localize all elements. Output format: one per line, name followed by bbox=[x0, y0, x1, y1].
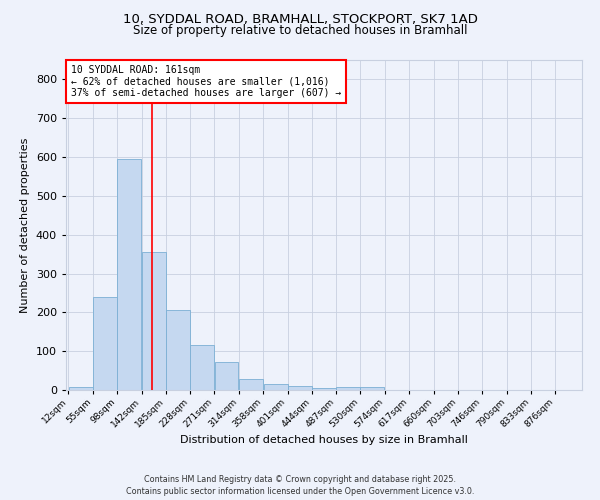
Text: Size of property relative to detached houses in Bramhall: Size of property relative to detached ho… bbox=[133, 24, 467, 37]
X-axis label: Distribution of detached houses by size in Bramhall: Distribution of detached houses by size … bbox=[180, 434, 468, 444]
Bar bbox=[190, 344, 214, 390]
Bar bbox=[312, 388, 336, 390]
Bar bbox=[361, 387, 385, 390]
Bar bbox=[239, 379, 263, 390]
Text: Contains HM Land Registry data © Crown copyright and database right 2025.
Contai: Contains HM Land Registry data © Crown c… bbox=[126, 475, 474, 496]
Bar bbox=[142, 252, 166, 390]
Y-axis label: Number of detached properties: Number of detached properties bbox=[20, 138, 30, 312]
Bar bbox=[93, 297, 117, 390]
Bar bbox=[288, 386, 312, 390]
Text: 10, SYDDAL ROAD, BRAMHALL, STOCKPORT, SK7 1AD: 10, SYDDAL ROAD, BRAMHALL, STOCKPORT, SK… bbox=[122, 12, 478, 26]
Bar bbox=[68, 387, 92, 390]
Bar bbox=[215, 362, 238, 390]
Bar bbox=[166, 310, 190, 390]
Text: 10 SYDDAL ROAD: 161sqm
← 62% of detached houses are smaller (1,016)
37% of semi-: 10 SYDDAL ROAD: 161sqm ← 62% of detached… bbox=[71, 65, 341, 98]
Bar bbox=[117, 159, 141, 390]
Bar bbox=[336, 387, 360, 390]
Bar bbox=[263, 384, 287, 390]
